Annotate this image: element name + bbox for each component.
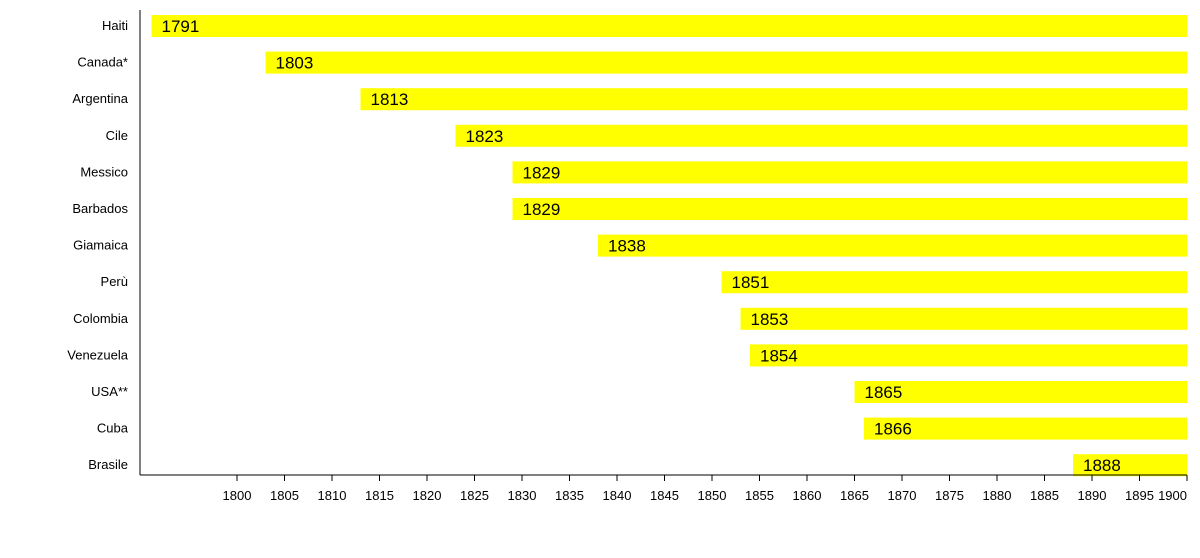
data-label-12: 1888 (1083, 456, 1121, 475)
x-tick-label-7: 1835 (555, 488, 584, 503)
data-label-2: 1813 (371, 90, 409, 109)
x-tick-label-3: 1815 (365, 488, 394, 503)
x-tick-label-19: 1895 (1125, 488, 1154, 503)
bar-5 (512, 198, 1187, 220)
x-tick-label-20: 1900 (1158, 488, 1187, 503)
data-label-3: 1823 (466, 127, 504, 146)
bars-layer (151, 15, 1187, 477)
x-tick-label-14: 1870 (888, 488, 917, 503)
data-label-8: 1853 (751, 310, 789, 329)
x-ticks-layer: 1800 1805 1810 1815 1820 1825 1830 1835 1840 1845… (223, 475, 1188, 503)
category-label-3: Cile (106, 128, 128, 143)
x-tick-label-13: 1865 (840, 488, 869, 503)
category-label-7: Perù (101, 274, 128, 289)
x-tick-label-1: 1805 (270, 488, 299, 503)
category-label-5: Barbados (72, 201, 128, 216)
category-label-6: Giamaica (73, 238, 129, 253)
category-label-1: Canada* (77, 55, 128, 70)
bar-9 (750, 344, 1187, 367)
x-tick-label-2: 1810 (318, 488, 347, 503)
category-label-8: Colombia (73, 311, 129, 326)
bar-4 (512, 161, 1187, 184)
data-label-1: 1803 (276, 54, 314, 73)
bar-2 (360, 88, 1187, 111)
x-tick-label-10: 1850 (698, 488, 727, 503)
bar-1 (265, 51, 1187, 74)
x-tick-label-16: 1880 (983, 488, 1012, 503)
x-tick-label-4: 1820 (413, 488, 442, 503)
x-tick-label-12: 1860 (793, 488, 822, 503)
category-label-11: Cuba (97, 421, 129, 436)
category-label-0: Haiti (102, 18, 128, 33)
data-label-11: 1866 (874, 420, 912, 439)
data-label-9: 1854 (760, 346, 798, 365)
category-label-9: Venezuela (67, 347, 128, 362)
x-tick-label-8: 1840 (603, 488, 632, 503)
x-tick-label-11: 1855 (745, 488, 774, 503)
bar-10 (854, 381, 1187, 403)
data-label-0: 1791 (162, 17, 200, 36)
x-tick-label-15: 1875 (935, 488, 964, 503)
data-label-7: 1851 (732, 273, 770, 292)
x-tick-label-18: 1890 (1078, 488, 1107, 503)
category-label-4: Messico (80, 164, 128, 179)
x-tick-label-6: 1830 (508, 488, 537, 503)
axes-layer (139, 10, 1187, 476)
data-labels-layer: 1791 1803 1813 1823 1829 1829 1838 1851 1853 1854… (162, 17, 1121, 475)
category-label-12: Brasile (88, 457, 128, 472)
category-label-10: USA** (91, 384, 128, 399)
data-label-4: 1829 (523, 163, 561, 182)
bar-8 (740, 307, 1187, 330)
bar-6 (598, 234, 1187, 257)
category-labels-layer: Haiti Canada* Argentina Cile Messico Barbados… (67, 18, 129, 472)
x-tick-label-9: 1845 (650, 488, 679, 503)
bar-7 (721, 271, 1187, 294)
data-label-10: 1865 (865, 383, 903, 402)
data-label-6: 1838 (608, 237, 646, 256)
data-label-5: 1829 (523, 200, 561, 219)
x-tick-label-5: 1825 (460, 488, 489, 503)
category-label-2: Argentina (72, 91, 128, 106)
bar-12 (1073, 454, 1187, 477)
x-tick-label-0: 1800 (223, 488, 252, 503)
bar-11 (864, 417, 1187, 440)
x-tick-label-17: 1885 (1030, 488, 1059, 503)
bar-0 (151, 15, 1187, 37)
bar-3 (455, 124, 1187, 147)
